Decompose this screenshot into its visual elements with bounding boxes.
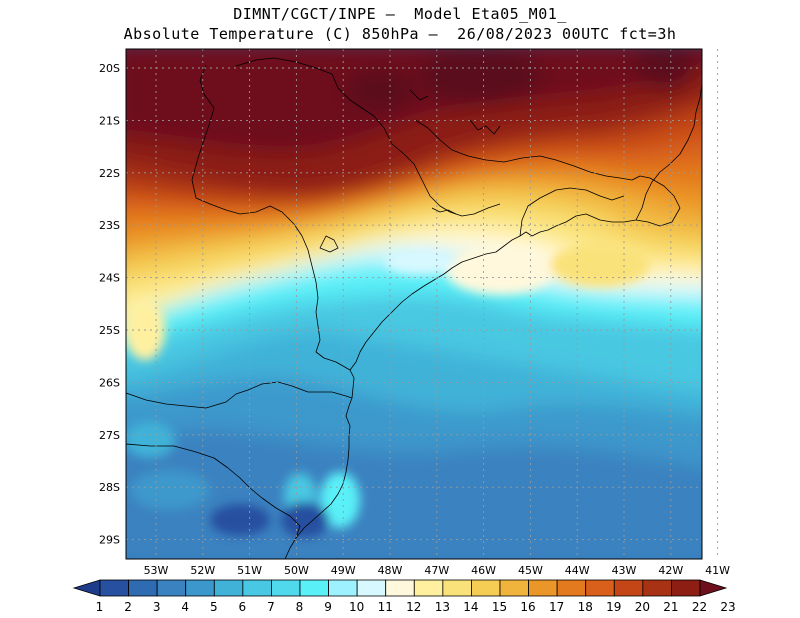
colorbar-label: 12	[406, 600, 421, 614]
colorbar-label: 18	[578, 600, 593, 614]
colorbar-swatch	[499, 579, 529, 597]
lat-label: 20S	[99, 62, 120, 75]
colorbar-label: 2	[124, 600, 132, 614]
colorbar-label: 14	[463, 600, 478, 614]
latitude-labels: 20S 21S 22S 23S 24S 25S 26S 27S 28S 29S	[99, 62, 120, 547]
colorbar-swatch	[528, 579, 558, 597]
graticule	[126, 49, 719, 559]
colorbar-label: 21	[663, 600, 678, 614]
colorbar-swatch	[299, 579, 329, 597]
map-frame	[125, 48, 703, 560]
colorbar-swatch	[585, 579, 615, 597]
colorbar-swatch	[99, 579, 129, 597]
colorbar-label: 8	[296, 600, 304, 614]
colorbar-label: 10	[349, 600, 364, 614]
colorbar-high-triangle	[699, 579, 728, 597]
colorbar-label: 9	[324, 600, 332, 614]
colorbar-swatch	[128, 579, 158, 597]
lon-label: 46W	[471, 564, 496, 577]
colorbar-label: 3	[153, 600, 161, 614]
colorbar-swatch	[413, 579, 444, 597]
lat-label: 21S	[99, 114, 120, 127]
colorbar	[72, 579, 728, 597]
colorbar-swatch	[385, 579, 415, 597]
lon-label: 41W	[705, 564, 730, 577]
lon-label: 50W	[284, 564, 309, 577]
lon-label: 51W	[237, 564, 262, 577]
colorbar-swatch	[671, 579, 701, 597]
lon-label: 44W	[565, 564, 590, 577]
colorbar-swatch	[156, 579, 187, 597]
lon-label: 48W	[378, 564, 403, 577]
lat-label: 24S	[99, 272, 120, 285]
colorbar-label: 4	[181, 600, 189, 614]
colorbar-low-triangle	[72, 579, 101, 597]
colorbar-swatch	[556, 579, 587, 597]
colorbar-swatch	[213, 579, 244, 597]
colorbar-swatch	[328, 579, 358, 597]
colorbar-swatch	[642, 579, 672, 597]
colorbar-label: 23	[720, 600, 735, 614]
colorbar-label: 7	[267, 600, 275, 614]
lat-label: 23S	[99, 219, 120, 232]
colorbar-labels: 1 2 3 4 5 6 7 8 9 10 11 12 13 14 15 16 17 18 19 20 21 22 23	[96, 600, 736, 614]
title-line-1: DIMNT/CGCT/INPE – Model Eta05_M01_	[233, 5, 567, 23]
lat-label: 22S	[99, 167, 120, 180]
colorbar-swatch	[271, 579, 301, 597]
lon-label: 45W	[518, 564, 543, 577]
colorbar-label: 19	[606, 600, 621, 614]
lat-label: 27S	[99, 429, 120, 442]
lon-label: 52W	[190, 564, 215, 577]
lon-label: 53W	[144, 564, 169, 577]
longitude-labels: 53W 52W 51W 50W 49W 48W 47W 46W 45W 44W 43W 42W 41W	[144, 564, 731, 577]
colorbar-label: 1	[96, 600, 104, 614]
lat-label: 26S	[99, 376, 120, 389]
lon-label: 42W	[658, 564, 683, 577]
lon-label: 47W	[424, 564, 449, 577]
colorbar-label: 11	[378, 600, 393, 614]
colorbar-swatch	[613, 579, 644, 597]
colorbar-swatch	[242, 579, 272, 597]
coastline-and-borders	[126, 57, 702, 559]
lon-label: 43W	[612, 564, 637, 577]
colorbar-label: 5	[210, 600, 218, 614]
title-line-2: Absolute Temperature (C) 850hPa – 26/08/…	[123, 25, 677, 43]
temperature-field	[126, 49, 702, 559]
colorbar-swatch	[356, 579, 387, 597]
colorbar-label: 6	[239, 600, 247, 614]
colorbar-label: 15	[492, 600, 507, 614]
lat-label: 25S	[99, 324, 120, 337]
colorbar-swatch	[185, 579, 215, 597]
colorbar-label: 13	[435, 600, 450, 614]
colorbar-swatch	[471, 579, 501, 597]
lon-label: 49W	[331, 564, 356, 577]
colorbar-label: 22	[692, 600, 707, 614]
colorbar-label: 16	[520, 600, 535, 614]
lat-label: 28S	[99, 481, 120, 494]
colorbar-label: 17	[549, 600, 564, 614]
colorbar-swatch	[442, 579, 472, 597]
lat-label: 29S	[99, 534, 120, 547]
colorbar-label: 20	[635, 600, 650, 614]
